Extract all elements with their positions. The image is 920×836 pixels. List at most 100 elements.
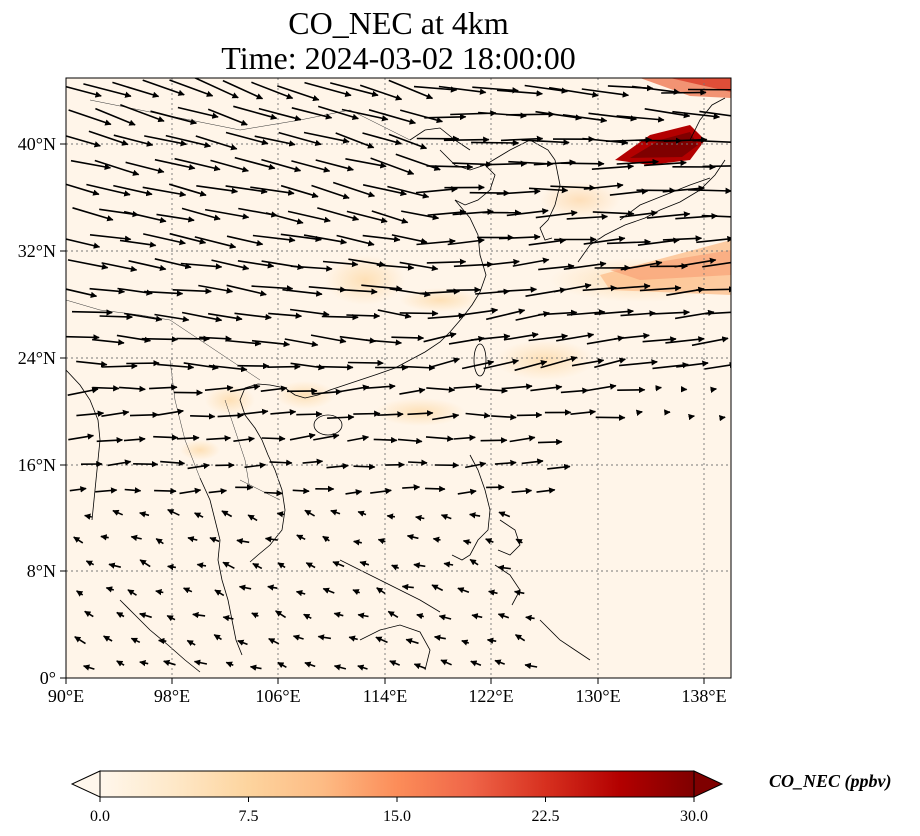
wind-vector bbox=[214, 589, 225, 597]
wind-vector bbox=[419, 288, 461, 295]
wind-vector bbox=[373, 436, 398, 444]
wind-vector bbox=[72, 207, 114, 222]
wind-vector bbox=[710, 386, 717, 393]
colorbar: 0.0 7.5 15.0 22.5 30.0 CO_NEC (ppbv) bbox=[70, 770, 892, 825]
wind-vector bbox=[387, 185, 430, 199]
wind-vector bbox=[357, 510, 367, 517]
wind-vector bbox=[84, 610, 94, 618]
wind-vector bbox=[538, 263, 575, 271]
wind-vector bbox=[359, 560, 370, 567]
wind-vector bbox=[471, 139, 520, 147]
wind-vector bbox=[470, 333, 511, 341]
wind-vector bbox=[371, 210, 409, 224]
colorbar-title: CO_NEC (ppbv) bbox=[769, 771, 892, 792]
wind-vector bbox=[423, 332, 457, 343]
wind-vector bbox=[158, 637, 167, 645]
wind-vector bbox=[704, 361, 731, 370]
wind-vector bbox=[665, 336, 705, 344]
wind-vector bbox=[317, 105, 359, 120]
wind-vector bbox=[196, 185, 239, 194]
wind-vector bbox=[453, 434, 476, 441]
wind-vector bbox=[465, 412, 491, 419]
wind-vector bbox=[486, 308, 526, 321]
wind-vector bbox=[149, 384, 178, 391]
wind-vector bbox=[438, 85, 487, 95]
wind-vector bbox=[663, 136, 708, 144]
gridlines bbox=[66, 78, 731, 678]
wind-vector bbox=[251, 612, 259, 619]
wind-vector bbox=[316, 364, 354, 371]
wind-vector bbox=[290, 265, 333, 272]
wind-vector bbox=[582, 137, 629, 146]
x-tick-label: 106°E bbox=[255, 686, 300, 706]
wind-vector bbox=[408, 459, 428, 466]
wind-vector bbox=[295, 590, 306, 597]
wind-vector bbox=[291, 160, 331, 173]
wind-vector bbox=[95, 107, 136, 126]
wind-vector bbox=[486, 637, 497, 644]
wind-vector bbox=[353, 463, 376, 470]
wind-vector bbox=[195, 135, 238, 151]
wind-vector bbox=[225, 661, 234, 668]
wind-vector bbox=[190, 413, 216, 420]
wind-vector bbox=[370, 487, 392, 495]
wind-vector bbox=[592, 210, 635, 217]
wind-vector bbox=[89, 234, 132, 242]
map-frame bbox=[65, 77, 732, 679]
wind-vector bbox=[515, 538, 523, 545]
wind-vector bbox=[582, 285, 618, 292]
wind-vector bbox=[289, 432, 316, 441]
wind-vector bbox=[570, 409, 597, 416]
wind-vector bbox=[142, 186, 187, 198]
wind-vector bbox=[566, 213, 609, 221]
wind-vector bbox=[357, 612, 369, 619]
wind-vector bbox=[322, 587, 335, 594]
wind-vector bbox=[166, 614, 176, 622]
wind-vector bbox=[304, 81, 352, 97]
wind-vector bbox=[142, 79, 185, 96]
wind-vector bbox=[485, 538, 494, 545]
wind-vector bbox=[691, 336, 729, 347]
wind-vector bbox=[609, 188, 649, 196]
wind-vector bbox=[125, 161, 165, 174]
wind-vector bbox=[124, 487, 142, 494]
wind-vector bbox=[461, 639, 470, 646]
wind-vector bbox=[588, 112, 638, 122]
wind-vector bbox=[425, 435, 454, 442]
wind-vector bbox=[289, 308, 330, 318]
wind-vector bbox=[692, 138, 731, 146]
wind-vector bbox=[413, 663, 427, 670]
wind-vector bbox=[416, 238, 456, 246]
wind-vector bbox=[606, 238, 651, 246]
wind-vector bbox=[583, 182, 624, 190]
colorbar-tick-label: 22.5 bbox=[532, 808, 560, 825]
wind-vector bbox=[377, 538, 386, 545]
wind-vector bbox=[346, 210, 388, 224]
country-borders bbox=[66, 99, 411, 501]
wind-vector bbox=[616, 158, 659, 166]
wind-vector bbox=[511, 487, 533, 495]
wind-vector bbox=[105, 586, 115, 593]
wind-vector bbox=[237, 639, 248, 646]
wind-vector bbox=[443, 561, 454, 568]
wind-vector bbox=[345, 489, 363, 496]
wind-vector bbox=[594, 357, 626, 369]
wind-vector bbox=[107, 459, 132, 467]
colorbar-gradient bbox=[100, 771, 694, 797]
wind-vector bbox=[204, 384, 234, 392]
wind-vector bbox=[642, 336, 677, 343]
wind-vector bbox=[362, 132, 402, 146]
wind-vector bbox=[139, 559, 151, 568]
wind-vector bbox=[192, 611, 206, 619]
wind-vector bbox=[528, 333, 569, 342]
wind-vector bbox=[250, 186, 295, 196]
wind-vector bbox=[179, 487, 202, 495]
wind-vector bbox=[506, 111, 555, 118]
wind-vector bbox=[506, 208, 549, 217]
wind-vector bbox=[509, 435, 536, 443]
wind-vector bbox=[267, 363, 301, 370]
wind-vector bbox=[86, 183, 131, 197]
colorbar-tick-label: 7.5 bbox=[239, 808, 259, 825]
wind-vector bbox=[130, 534, 142, 542]
wind-vector bbox=[701, 214, 731, 218]
